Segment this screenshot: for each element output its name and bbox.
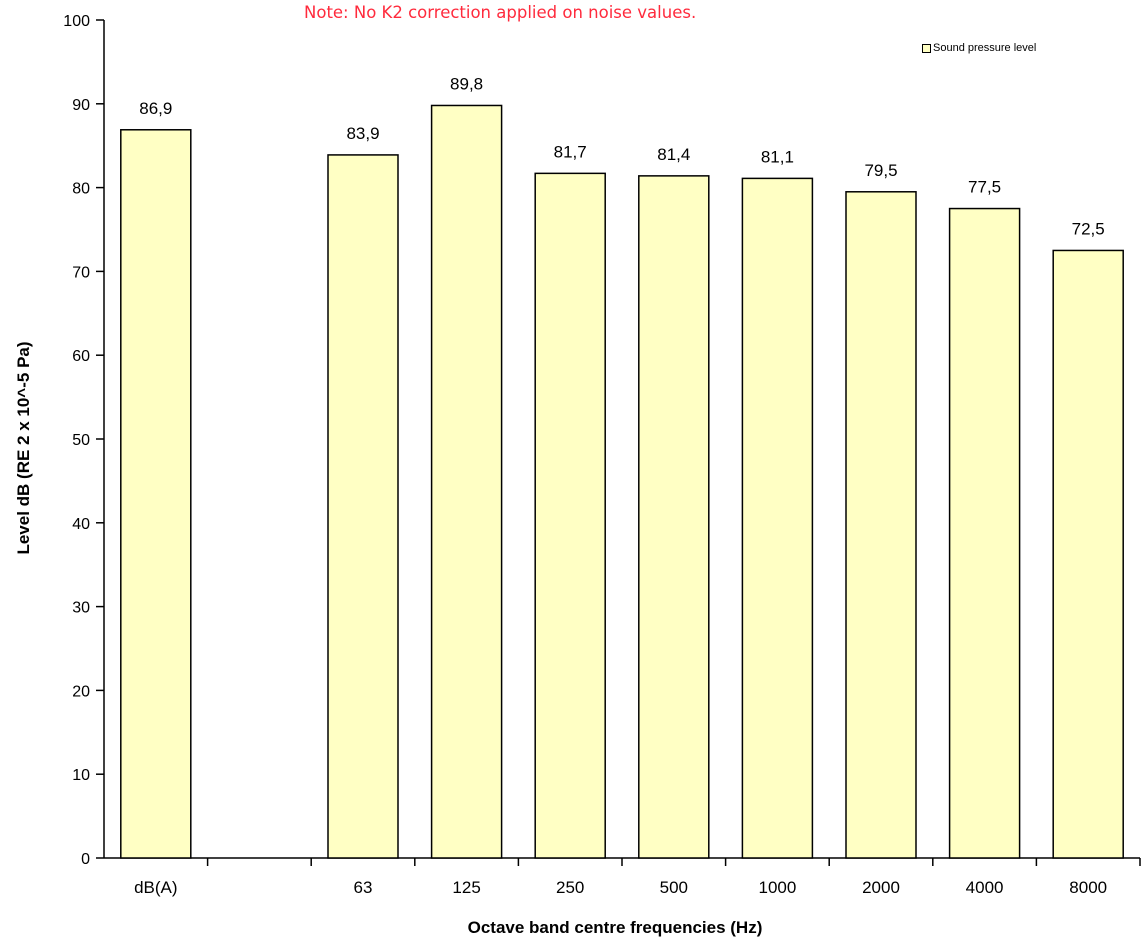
chart-bars — [120, 104, 1124, 859]
bar — [638, 175, 710, 859]
bar — [120, 129, 192, 859]
chart-legend: Sound pressure level — [922, 42, 1036, 54]
bar — [1052, 249, 1124, 859]
y-tick-label: 80 — [72, 181, 90, 198]
x-tick-label: 8000 — [1069, 878, 1107, 897]
legend-swatch — [922, 43, 931, 53]
bar — [534, 172, 606, 859]
data-label: 72,5 — [1072, 219, 1105, 238]
y-tick-label: 10 — [72, 767, 90, 784]
bar — [948, 207, 1021, 859]
y-tick-label: 70 — [72, 264, 90, 281]
x-axis-title: Octave band centre frequencies (Hz) — [467, 918, 763, 937]
x-tick-label: 250 — [556, 878, 584, 897]
data-label: 81,1 — [761, 147, 794, 166]
bar — [741, 177, 814, 859]
y-tick-label: 30 — [72, 600, 90, 617]
chart-data-labels: 86,9 83,9 89,8 81,7 81,4 81,1 79,5 77,5 72,5 — [139, 74, 1104, 238]
x-tick-label: 4000 — [966, 878, 1004, 897]
x-tick-label: 63 — [354, 878, 373, 897]
y-axis-title: Level dB (RE 2 x 10^-5 Pa) — [14, 341, 33, 555]
bar — [430, 104, 503, 859]
data-label: 77,5 — [968, 178, 1001, 197]
legend-label: Sound pressure level — [933, 42, 1037, 54]
y-tick-label: 20 — [72, 683, 90, 700]
y-tick-label: 60 — [72, 348, 90, 365]
y-tick-label: 0 — [81, 851, 90, 868]
data-label: 81,7 — [554, 142, 587, 161]
chart-note: Note: No K2 correction applied on noise … — [304, 3, 697, 22]
y-tick-label: 100 — [63, 13, 90, 30]
data-label: 79,5 — [864, 161, 897, 180]
y-tick-label: 90 — [72, 97, 90, 114]
x-tick-label: 500 — [660, 878, 688, 897]
data-label: 86,9 — [139, 99, 172, 118]
x-tick-label: 1000 — [758, 878, 796, 897]
y-tick-label: 50 — [72, 432, 90, 449]
bar — [845, 191, 917, 859]
bar — [327, 154, 399, 859]
data-label: 81,4 — [657, 145, 690, 164]
chart-axes: 0 10 20 30 40 50 60 70 80 90 100 dB(A) 63 125 250 500 10… — [63, 13, 1141, 897]
data-label: 83,9 — [346, 124, 379, 143]
data-label: 89,8 — [450, 74, 483, 93]
y-tick-label: 40 — [72, 516, 90, 533]
x-tick-label: dB(A) — [134, 878, 177, 897]
x-tick-label: 125 — [452, 878, 480, 897]
x-tick-label: 2000 — [862, 878, 900, 897]
